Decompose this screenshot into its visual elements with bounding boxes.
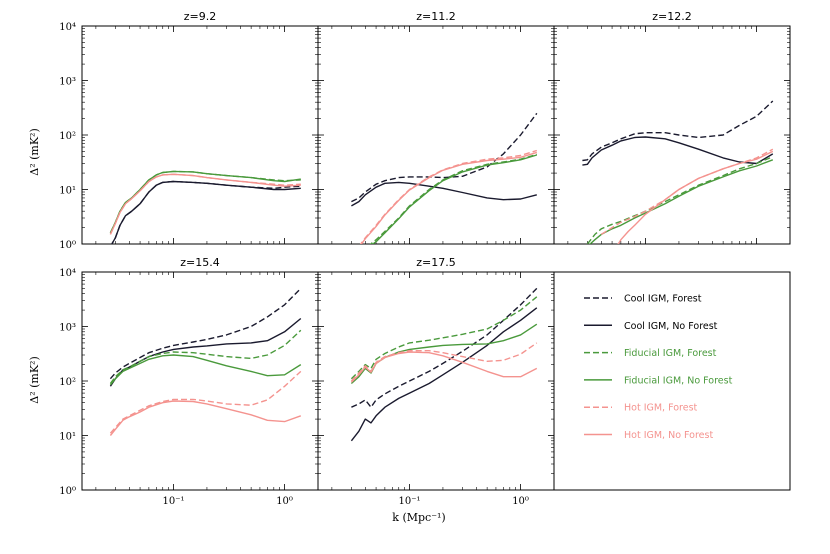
series-line-hot_forest	[109, 370, 302, 434]
series-line-fid_forest	[369, 153, 537, 244]
series-line-fid_noforest	[109, 170, 301, 234]
y-tick-label: 10⁰	[59, 486, 76, 497]
series-line-fid_noforest	[109, 354, 302, 386]
series-line-hot_noforest	[109, 400, 302, 436]
series-line-cool_forest	[109, 287, 302, 380]
series-group	[582, 100, 774, 244]
series-line-fid_forest	[350, 296, 538, 380]
panel-frame	[317, 25, 555, 245]
series-line-cool_noforest	[111, 180, 301, 244]
series-group	[109, 287, 302, 436]
legend-label: Cool IGM, Forest	[624, 294, 702, 305]
series-line-hot_noforest	[617, 150, 774, 244]
legend: Cool IGM, Forest Cool IGM, No Forest Fiduc…	[584, 294, 733, 441]
series-line-fid_noforest	[371, 154, 537, 244]
panel-title: z=15.4	[180, 256, 219, 269]
panel-frame	[81, 25, 319, 245]
series-line-cool_forest	[582, 100, 774, 162]
panel-title: z=9.2	[184, 10, 216, 23]
y-tick-label: 10²	[59, 131, 76, 142]
series-line-hot_forest	[350, 342, 538, 382]
series-group	[109, 170, 301, 244]
panel-title: z=17.5	[416, 256, 455, 269]
panel-z-15-4: 10⁰ 10¹ 10² 10³ 10⁴ 10⁻¹ 10⁰ z=15.4	[59, 256, 319, 507]
panel-z-9-2: 10⁰ 10¹ 10² 10³ 10⁴ z=9.2	[59, 10, 319, 251]
y-tick-label: 10⁴	[59, 268, 76, 279]
series-line-hot_noforest	[109, 173, 301, 235]
y-tick-label: 10¹	[59, 432, 76, 443]
series-line-cool_noforest	[350, 307, 538, 442]
legend-label: Fiducial IGM, No Forest	[624, 375, 733, 386]
series-line-fid_noforest	[350, 323, 538, 385]
series-line-fid_forest	[586, 156, 774, 244]
series-line-cool_noforest	[351, 181, 537, 207]
x-tick-label: 10⁰	[512, 496, 529, 507]
x-tick-label: 10⁰	[276, 496, 293, 507]
y-tick-label: 10³	[59, 77, 76, 88]
series-line-fid_noforest	[589, 159, 774, 244]
x-tick-label: 10⁻¹	[398, 496, 420, 507]
legend-label: Cool IGM, No Forest	[624, 321, 718, 332]
legend-label: Hot IGM, Forest	[624, 403, 698, 414]
panel-frame	[553, 271, 791, 491]
legend-panel	[553, 271, 791, 491]
y-tick-label: 10²	[59, 377, 76, 388]
series-line-cool_noforest	[582, 136, 774, 166]
panel-title: z=12.2	[652, 10, 691, 23]
y-tick-label: 10⁰	[59, 240, 76, 251]
x-axis-label: k (Mpc⁻¹)	[392, 511, 445, 524]
panel-z-11-2: z=11.2	[317, 10, 555, 245]
y-axis-label-bottom: Δ² (mK²)	[28, 356, 41, 404]
series-group	[350, 287, 538, 442]
panel-title: z=11.2	[416, 10, 455, 23]
panel-z-17-5: 10⁻¹ 10⁰ z=17.5	[317, 256, 555, 507]
x-tick-label: 10⁻¹	[162, 496, 184, 507]
series-group	[351, 112, 538, 244]
series-line-cool_forest	[351, 112, 538, 203]
series-line-cool_forest	[351, 287, 538, 408]
panel-frame	[81, 271, 319, 491]
y-tick-label: 10³	[59, 323, 76, 334]
y-tick-label: 10¹	[59, 186, 76, 197]
y-tick-label: 10⁴	[59, 22, 76, 33]
y-axis-label-top: Δ² (mK²)	[28, 128, 41, 176]
panel-frame	[553, 25, 791, 245]
legend-label: Hot IGM, No Forest	[624, 430, 713, 441]
series-line-hot_noforest	[350, 351, 538, 383]
legend-label: Fiducial IGM, Forest	[624, 348, 717, 359]
series-line-fid_forest	[109, 329, 302, 384]
panel-z-12-2: z=12.2	[553, 10, 791, 245]
series-line-hot_noforest	[360, 151, 538, 244]
